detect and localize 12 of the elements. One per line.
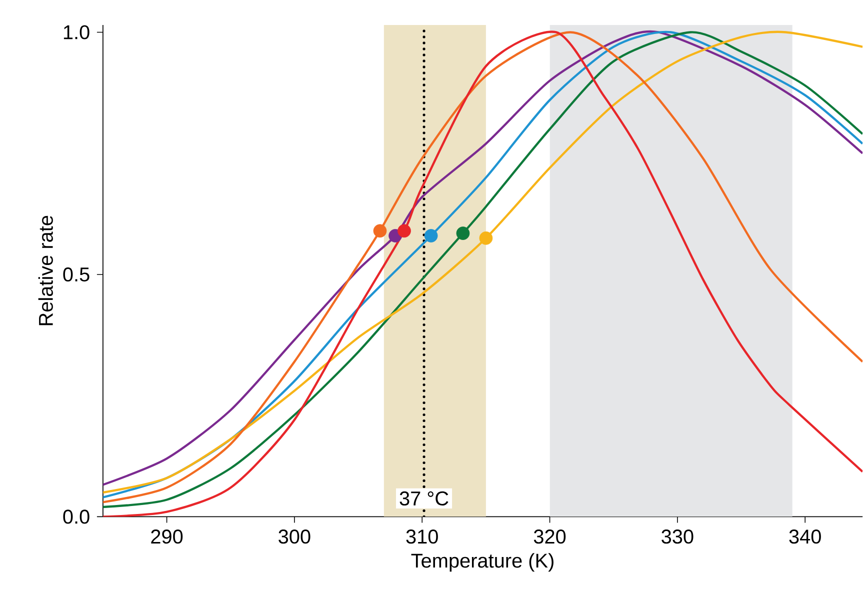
- x-tick-label: 300: [278, 530, 310, 544]
- y-tick-label: 0.0: [63, 510, 90, 524]
- y-tick-label: 0.5: [63, 268, 90, 282]
- y-tick-label: 1.0: [64, 25, 90, 40]
- x-tick-label: 290: [151, 530, 183, 544]
- x-axis-title: Temperature (K): [411, 553, 554, 572]
- x-tick-label: 320: [534, 530, 566, 544]
- ref-line-label: 37 °C: [400, 492, 448, 506]
- y-axis-title: Relative rate: [38, 216, 53, 326]
- x-tick-label: 330: [662, 530, 694, 544]
- x-tick-label: 310: [406, 530, 438, 544]
- x-tick-label: 340: [789, 530, 821, 544]
